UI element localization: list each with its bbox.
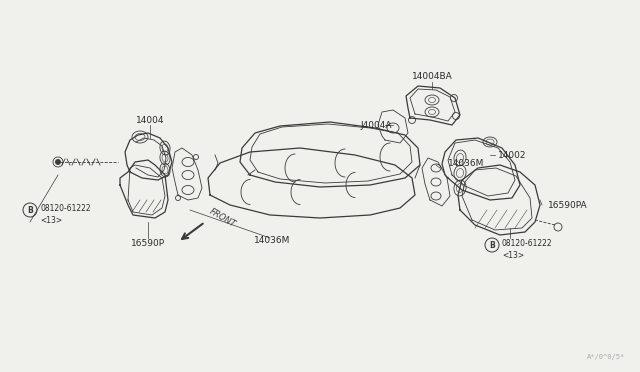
Text: <13>: <13> <box>40 215 62 224</box>
Text: 14036M: 14036M <box>448 158 484 167</box>
Text: 16590P: 16590P <box>131 238 165 247</box>
Text: 14004BA: 14004BA <box>412 71 452 80</box>
Text: 08120-61222: 08120-61222 <box>502 238 552 247</box>
Text: 14036M: 14036M <box>254 235 290 244</box>
Text: B: B <box>27 205 33 215</box>
Text: A*/0^0/5*: A*/0^0/5* <box>587 354 625 360</box>
Text: J4004A: J4004A <box>360 121 392 129</box>
Text: <13>: <13> <box>502 250 524 260</box>
Text: 08120-61222: 08120-61222 <box>40 203 91 212</box>
Text: 14002: 14002 <box>498 151 527 160</box>
Text: FRONT: FRONT <box>208 207 237 229</box>
Circle shape <box>56 160 61 164</box>
Text: 14004: 14004 <box>136 115 164 125</box>
Text: B: B <box>489 241 495 250</box>
Text: 16590PA: 16590PA <box>548 201 588 209</box>
